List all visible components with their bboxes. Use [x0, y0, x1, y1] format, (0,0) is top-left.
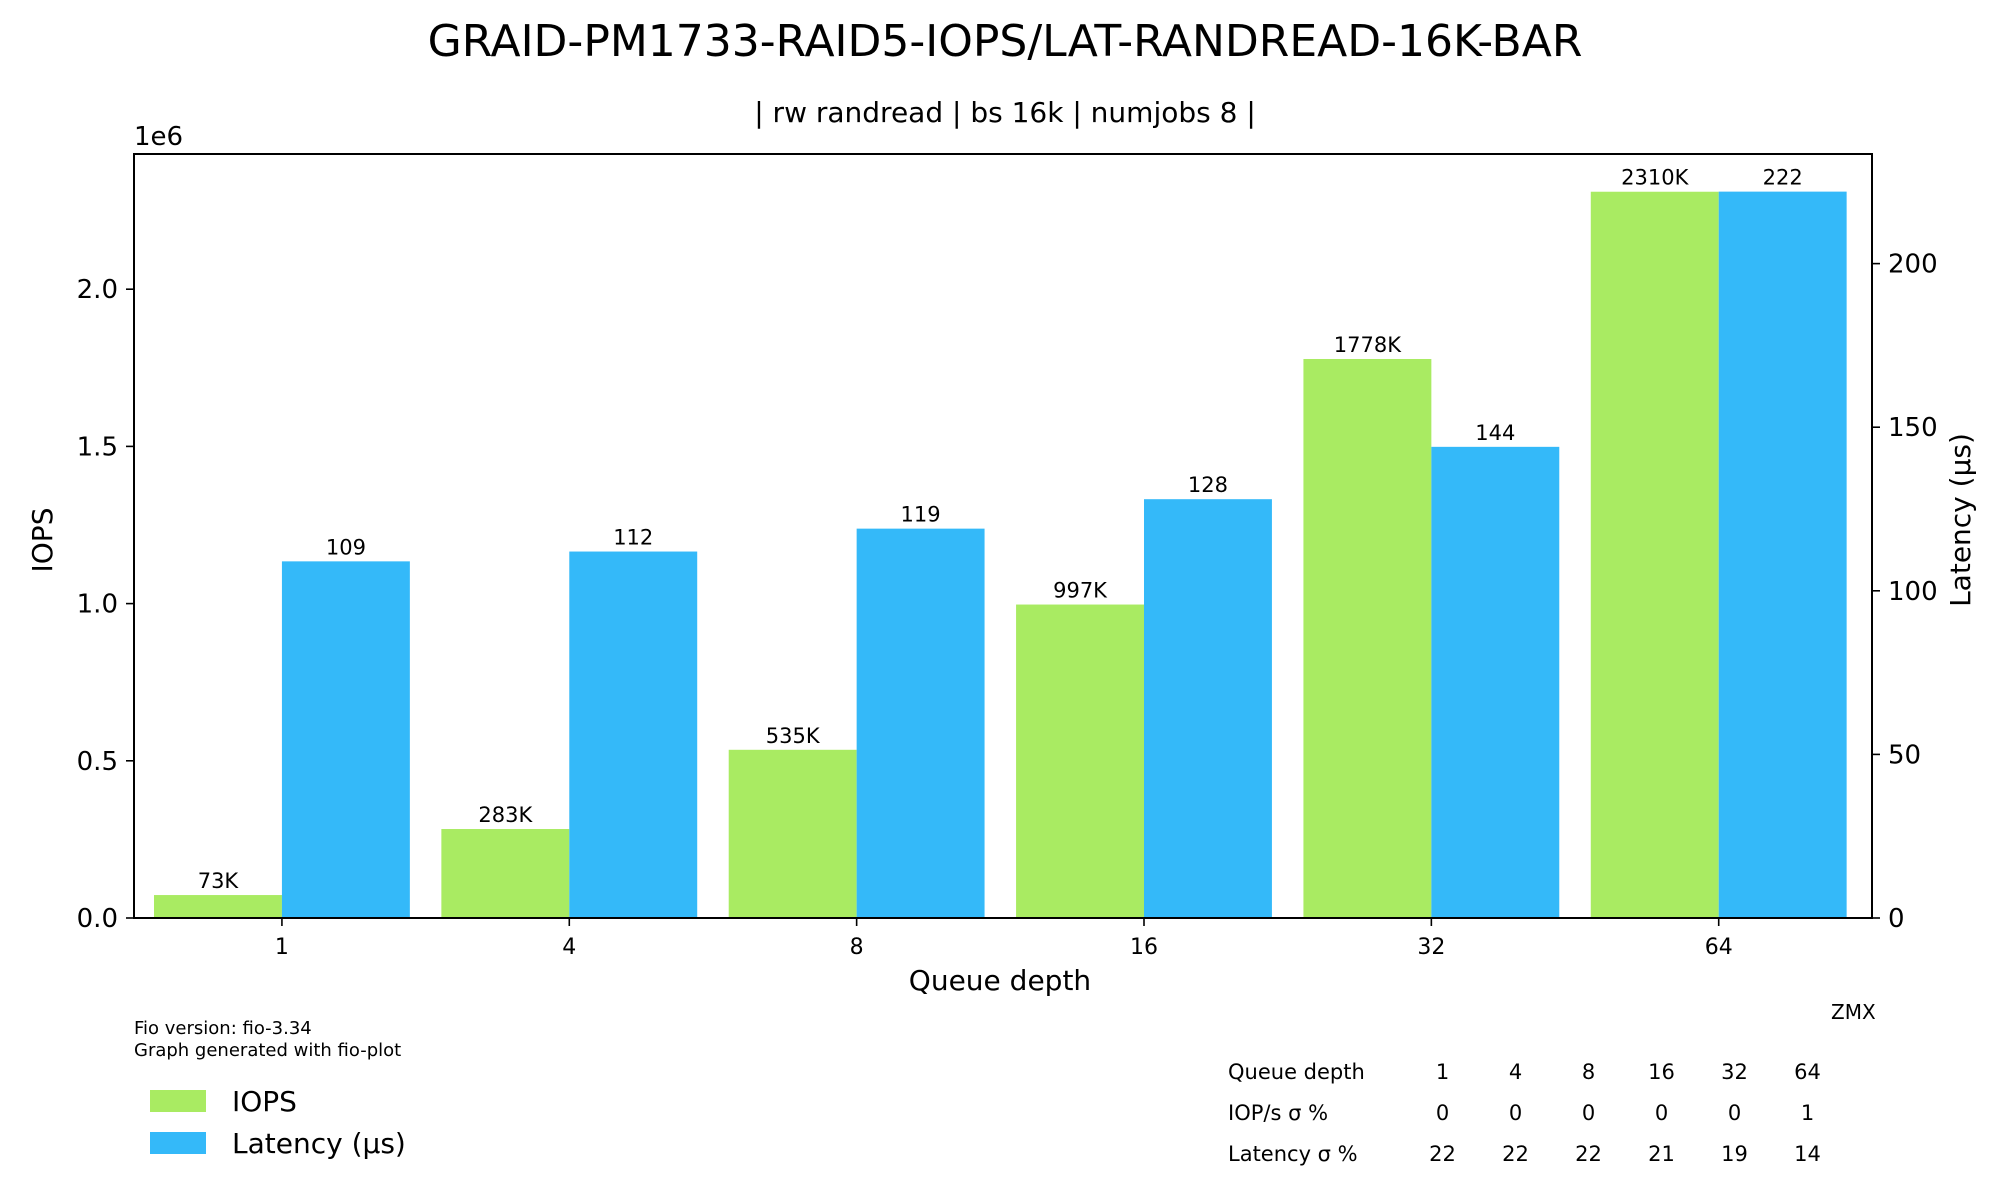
footnote-generator: Graph generated with fio-plot — [134, 1040, 402, 1061]
stats-cell: 16 — [1648, 1059, 1675, 1084]
data-label-iops: 997K — [1053, 579, 1108, 603]
stats-cell: 19 — [1721, 1141, 1748, 1166]
bar-latency — [1431, 446, 1560, 918]
x-tick-label: 32 — [1417, 935, 1445, 960]
y2-tick-label: 100 — [1888, 577, 1938, 607]
data-label-latency: 128 — [1188, 473, 1228, 497]
bar-latency — [1143, 499, 1272, 918]
stats-cell: 0 — [1435, 1100, 1450, 1125]
stats-row-label: IOP/s σ % — [1228, 1100, 1329, 1125]
bar-latency — [569, 551, 698, 918]
y2-tick-label: 50 — [1888, 740, 1921, 770]
legend-label-latency: Latency (µs) — [232, 1126, 406, 1160]
y-tick-label: 0.5 — [77, 747, 118, 777]
footnote-fio-version: Fio version: fio-3.34 — [134, 1018, 312, 1039]
data-label-iops: 2310K — [1621, 166, 1689, 190]
x-tick-label: 16 — [1130, 935, 1158, 960]
bar-iops — [1016, 604, 1144, 918]
legend-item-latency: Latency (µs) — [150, 1122, 406, 1164]
y2-axis-label: Latency (µs) — [1944, 433, 1977, 607]
stats-cell: 22 — [1502, 1141, 1529, 1166]
stats-cell: 22 — [1429, 1141, 1456, 1166]
chart-title: GRAID-PM1733-RAID5-IOPS/LAT-RANDREAD-16K… — [428, 16, 1583, 67]
stats-cell: 21 — [1648, 1141, 1675, 1166]
y-tick-label: 1.0 — [77, 590, 118, 620]
x-tick-label: 4 — [562, 935, 576, 960]
x-tick-label: 1 — [275, 935, 289, 960]
data-label-latency: 119 — [901, 503, 941, 527]
bar-iops — [728, 749, 857, 918]
stats-cell: 0 — [1508, 1100, 1523, 1125]
stats-row-label: Queue depth — [1228, 1059, 1365, 1084]
y-axis-label: IOPS — [26, 508, 59, 573]
data-label-latency: 222 — [1763, 166, 1803, 190]
x-tick-label: 8 — [850, 935, 864, 960]
stats-cell: 0 — [1727, 1100, 1742, 1125]
bar-iops — [1303, 358, 1432, 918]
stats-row: IOP/s σ % 0 0 0 0 0 1 — [1228, 1092, 1844, 1133]
stats-cell: 8 — [1581, 1059, 1596, 1084]
plot-frame — [133, 153, 1873, 919]
stats-cell: 0 — [1654, 1100, 1669, 1125]
legend-label-iops: IOPS — [232, 1084, 297, 1118]
stats-cell: 1 — [1435, 1059, 1450, 1084]
stats-cell: 4 — [1508, 1059, 1523, 1084]
y2-tick-label: 150 — [1888, 413, 1938, 443]
legend: IOPS Latency (µs) — [150, 1080, 406, 1164]
data-label-iops: 73K — [198, 869, 240, 893]
author-label: ZMX — [1831, 1000, 1876, 1024]
stats-cell: 14 — [1794, 1141, 1821, 1166]
stats-cell: 22 — [1575, 1141, 1602, 1166]
bar-iops — [154, 895, 282, 918]
y-tick-label: 2.0 — [77, 275, 118, 305]
x-tick-label: 64 — [1705, 935, 1733, 960]
stats-row-label: Latency σ % — [1228, 1141, 1358, 1166]
legend-item-iops: IOPS — [150, 1080, 406, 1122]
data-label-latency: 109 — [326, 535, 366, 559]
data-label-latency: 144 — [1475, 421, 1515, 445]
y2-tick-label: 200 — [1888, 250, 1938, 280]
y-tick-label: 1.5 — [77, 432, 118, 462]
stats-cell: 1 — [1800, 1100, 1815, 1125]
bar-iops — [1590, 191, 1719, 918]
bar-latency — [281, 561, 410, 918]
stats-row: Queue depth 1 4 8 16 32 64 — [1228, 1051, 1844, 1092]
chart-subtitle: | rw randread | bs 16k | numjobs 8 | — [754, 96, 1256, 129]
legend-swatch-iops — [150, 1090, 206, 1112]
y2-tick-label: 0 — [1888, 904, 1905, 934]
bar-latency — [1718, 191, 1847, 918]
bar-latency — [856, 528, 985, 918]
y-tick-label: 0.0 — [77, 904, 118, 934]
stats-cell: 32 — [1721, 1059, 1748, 1084]
y-offset-text: 1e6 — [134, 122, 183, 152]
stats-table: Queue depth 1 4 8 16 32 64 IOP/s σ % 0 0 0 0 0 1 Laten… — [1228, 1051, 1844, 1174]
data-label-iops: 283K — [478, 803, 533, 827]
data-label-iops: 1778K — [1334, 333, 1402, 357]
data-label-iops: 535K — [766, 724, 821, 748]
plot-area: 73K 109 1 283K 112 4 535K 119 8 997K 128 16 1778K 144… — [77, 153, 1938, 960]
stats-cell: 64 — [1794, 1059, 1821, 1084]
stats-cell: 0 — [1581, 1100, 1596, 1125]
data-label-latency: 112 — [613, 526, 653, 550]
x-axis-label: Queue depth — [909, 964, 1091, 997]
stats-row: Latency σ % 22 22 22 21 19 14 — [1228, 1133, 1844, 1174]
bar-iops — [441, 829, 570, 918]
legend-swatch-latency — [150, 1132, 206, 1154]
